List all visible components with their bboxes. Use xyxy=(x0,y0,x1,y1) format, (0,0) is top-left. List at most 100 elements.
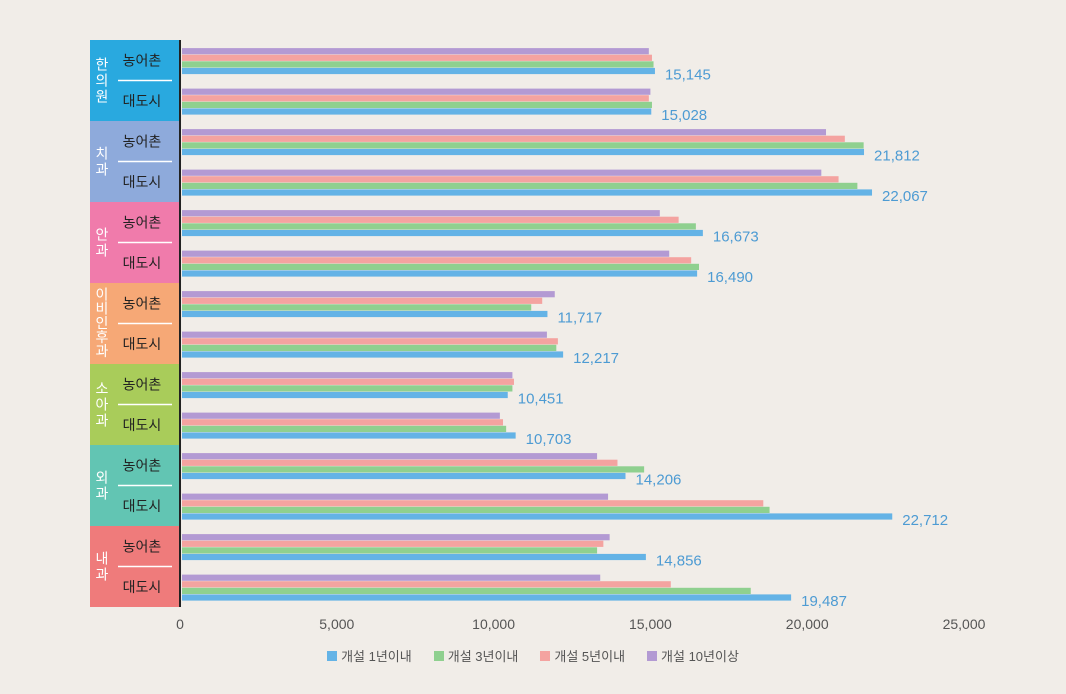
bar xyxy=(182,250,670,257)
bar xyxy=(182,101,652,108)
bar xyxy=(182,310,548,318)
bar xyxy=(182,54,652,61)
bar xyxy=(182,391,508,399)
row-label: 농어촌 xyxy=(123,538,162,554)
group-label-char: 안 xyxy=(96,226,109,242)
bar xyxy=(182,574,601,581)
bar xyxy=(182,344,557,351)
bar xyxy=(182,210,660,217)
x-tick-label: 10,000 xyxy=(472,616,515,632)
bar-value-label: 19,487 xyxy=(801,593,847,610)
bar xyxy=(182,513,893,520)
bar xyxy=(182,129,827,136)
bar xyxy=(182,594,792,601)
bar xyxy=(182,176,839,183)
legend-item: 개설 10년이상 xyxy=(647,646,739,665)
bar xyxy=(182,169,822,176)
bar xyxy=(182,553,646,561)
bar xyxy=(182,270,698,277)
bar-value-label: 12,217 xyxy=(573,350,619,367)
row-label: 농어촌 xyxy=(123,295,162,311)
row-label: 대도시 xyxy=(123,336,162,352)
legend: 개설 1년이내 개설 3년이내 개설 5년이내 개설 10년이상 xyxy=(0,646,1066,665)
bar xyxy=(182,108,652,115)
row-label: 농어촌 xyxy=(123,214,162,230)
bar xyxy=(182,540,604,547)
bar xyxy=(182,466,645,473)
bar xyxy=(182,493,609,500)
group-label-char: 소 xyxy=(96,380,109,396)
bar xyxy=(182,331,547,338)
bar xyxy=(182,351,564,358)
x-tick-label: 0 xyxy=(176,616,184,632)
bar xyxy=(182,223,696,230)
group-label-char: 한 xyxy=(96,56,109,72)
bar xyxy=(182,547,598,554)
row-label: 대도시 xyxy=(123,498,162,514)
group-label-char: 비 xyxy=(96,301,109,317)
bar xyxy=(182,419,504,426)
row-label: 농어촌 xyxy=(123,457,162,473)
bar xyxy=(182,412,500,419)
bar-value-label: 14,856 xyxy=(656,553,702,570)
bar xyxy=(182,432,516,439)
legend-swatch xyxy=(540,650,551,661)
legend-swatch xyxy=(327,650,338,661)
bar xyxy=(182,61,654,68)
bar xyxy=(182,385,513,392)
row-label: 농어촌 xyxy=(123,52,162,68)
bar xyxy=(182,338,558,345)
bar xyxy=(182,297,543,304)
bar xyxy=(182,216,679,223)
x-tick-label: 20,000 xyxy=(786,616,829,632)
group-label-char: 후 xyxy=(96,329,109,345)
group-label-char: 과 xyxy=(96,485,109,501)
x-tick-label: 5,000 xyxy=(319,616,354,632)
group-label-char: 원 xyxy=(96,88,109,104)
bar xyxy=(182,459,618,466)
row-label: 대도시 xyxy=(123,255,162,271)
bar-value-label: 21,812 xyxy=(874,148,920,165)
legend-item: 개설 3년이내 xyxy=(433,646,518,665)
bar-value-label: 16,490 xyxy=(707,269,753,286)
bar xyxy=(182,257,692,264)
row-label: 대도시 xyxy=(123,93,162,109)
bar-value-label: 15,145 xyxy=(665,67,711,84)
bar xyxy=(182,135,845,142)
group-label-char: 과 xyxy=(96,343,109,359)
bar xyxy=(182,372,513,379)
group-label-char: 과 xyxy=(96,242,109,258)
legend-swatch xyxy=(647,650,658,661)
group-label-char: 치 xyxy=(96,145,109,161)
bar xyxy=(182,95,649,102)
group-label-char: 이 xyxy=(96,286,109,302)
legend-item: 개설 1년이내 xyxy=(327,646,412,665)
row-label: 대도시 xyxy=(123,417,162,433)
legend-label: 개설 1년이내 xyxy=(341,649,412,664)
row-label: 대도시 xyxy=(123,174,162,190)
group-label-char: 내 xyxy=(96,550,109,566)
bar xyxy=(182,506,770,513)
legend-swatch xyxy=(433,650,444,661)
bar-value-label: 10,451 xyxy=(518,391,564,408)
group-label-char: 과 xyxy=(96,566,109,582)
bar xyxy=(182,378,514,385)
x-tick-label: 15,000 xyxy=(629,616,672,632)
bar xyxy=(182,425,507,432)
group-label-char: 아 xyxy=(96,396,109,412)
legend-label: 개설 5년이내 xyxy=(554,649,626,664)
group-label-char: 과 xyxy=(96,161,109,177)
bar xyxy=(182,148,865,156)
bar-value-label: 15,028 xyxy=(661,107,707,124)
bar xyxy=(182,304,532,311)
bar xyxy=(182,263,700,270)
bar xyxy=(182,534,610,541)
bar xyxy=(182,587,751,594)
